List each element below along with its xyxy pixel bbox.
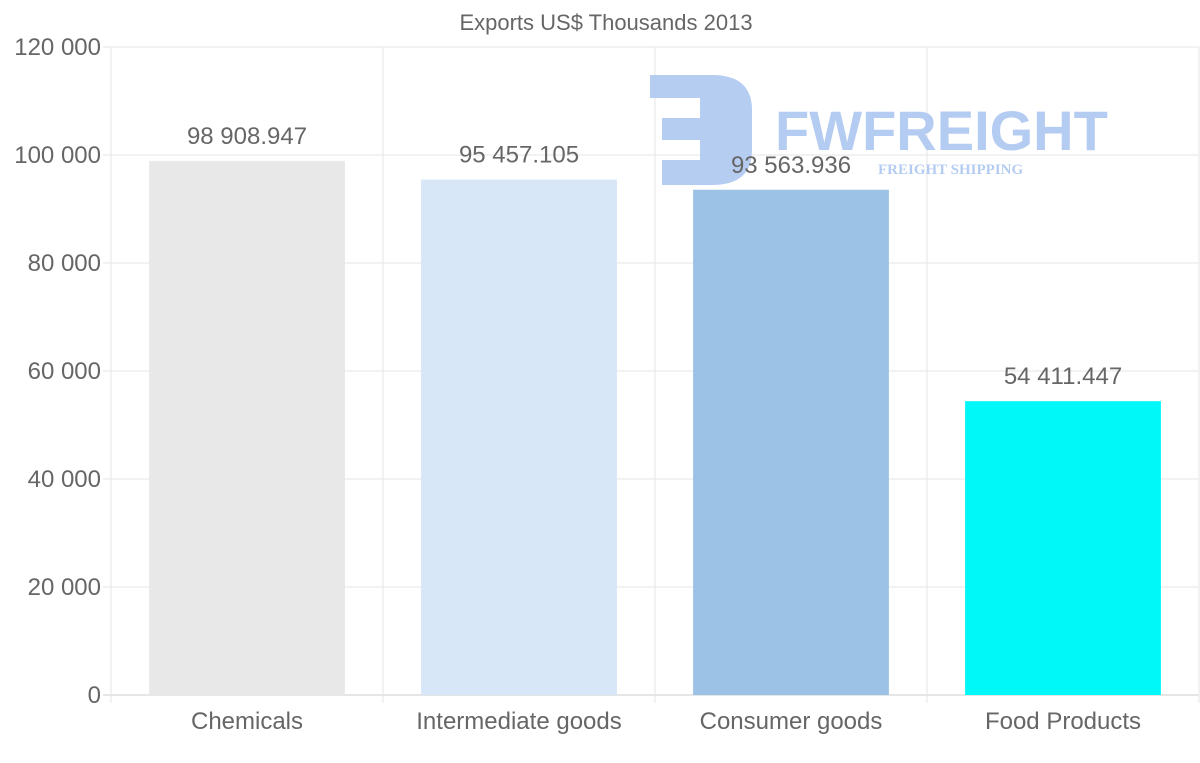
data-label: 93 563.936 [731,152,851,179]
grid: 0 20 000 40 000 60 000 80 000 100 000 120 000 C… [14,34,1200,735]
y-tick-label: 20 000 [28,574,101,601]
watermark-name: FWFREIGHT [775,99,1108,162]
y-tick-label: 60 000 [28,358,101,385]
data-labels: 98 908.947 95 457.105 93 563.936 54 411.447 [187,123,1122,390]
x-tick-label: Food Products [985,708,1141,735]
x-tick-label: Consumer goods [700,708,883,735]
data-label: 95 457.105 [459,142,579,169]
bar-consumer-goods[interactable] [693,189,889,695]
data-label: 98 908.947 [187,123,307,150]
y-tick-label: 0 [88,682,101,709]
y-tick-label: 100 000 [14,142,101,169]
x-tick-label: Chemicals [191,708,303,735]
x-tick-label: Intermediate goods [416,708,621,735]
bar-chemicals[interactable] [149,160,345,695]
bar-food-products[interactable] [965,401,1161,695]
y-tick-label: 80 000 [28,250,101,277]
y-tick-label: 120 000 [14,34,101,61]
watermark-logo: FWFREIGHT FREIGHT SHIPPING [650,75,1108,185]
y-tick-label: 40 000 [28,466,101,493]
bar-intermediate-goods[interactable] [421,179,617,696]
bars [149,160,1161,696]
logo-mark-icon [650,75,752,185]
chart-title: Exports US$ Thousands 2013 [459,10,752,35]
data-label: 54 411.447 [1004,363,1122,390]
watermark-tagline: FREIGHT SHIPPING [878,162,1023,178]
